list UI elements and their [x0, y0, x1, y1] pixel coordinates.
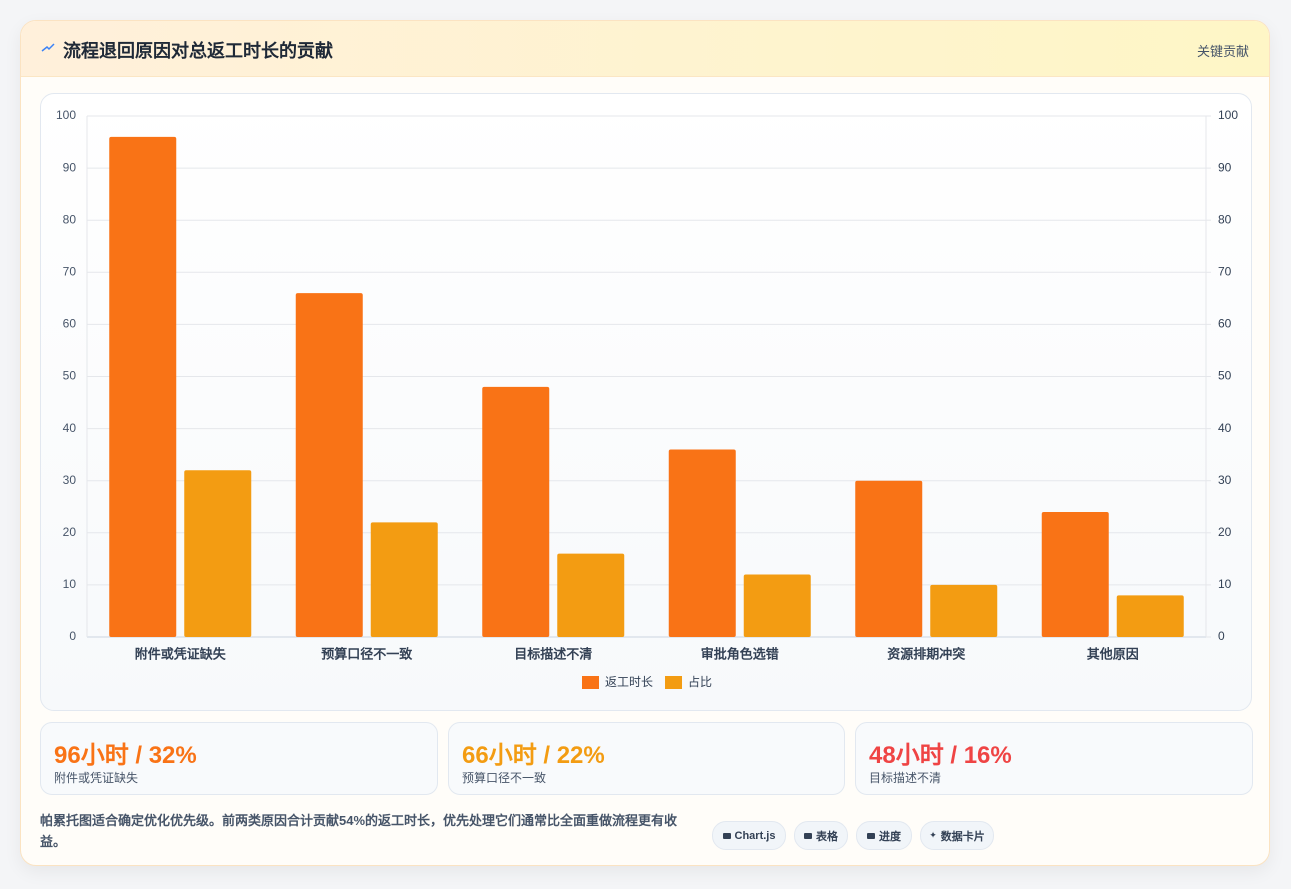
legend-swatch[interactable] [665, 676, 683, 689]
y-tick-label: 70 [63, 264, 77, 278]
kpi-card: 66小时 / 22% 预算口径不一致 [448, 722, 845, 795]
y-tick-label: 50 [63, 369, 77, 383]
legend-swatch[interactable] [582, 676, 599, 689]
y-tick-label: 80 [63, 212, 77, 226]
bar [930, 584, 998, 637]
x-tick-label: 审批角色选错 [701, 646, 779, 661]
bar [109, 136, 177, 637]
y2-tick-label: 50 [1218, 369, 1232, 383]
bar [557, 553, 625, 637]
y-tick-label: 60 [63, 317, 77, 331]
bar [1041, 511, 1109, 637]
y-tick-label: 10 [63, 577, 77, 591]
badge: 关键贡献 [1196, 44, 1249, 59]
kpi-value: 66小时 / 22% [462, 742, 605, 769]
kpi-card: 96小时 / 32% 附件或凭证缺失 [40, 722, 438, 795]
tag: 表格 [794, 821, 848, 850]
kpi-label: 预算口径不一致 [462, 771, 547, 785]
legend-label[interactable]: 占比 [688, 674, 712, 689]
chart-panel: 0 10 20 30 40 50 60 70 80 90 100 0 10 20 30 40 50 60 70 80 9… [40, 93, 1252, 711]
y-tick-label: 30 [63, 473, 77, 487]
y-tick-label: 40 [63, 421, 77, 435]
kpi-value: 48小时 / 16% [869, 742, 1012, 769]
y2-tick-label: 80 [1218, 212, 1232, 226]
y2-tick-label: 90 [1218, 160, 1232, 174]
card-header: 流程退回原因对总返工时长的贡献 关键贡献 [21, 21, 1269, 77]
tag: 进度 [856, 821, 912, 850]
bar [668, 449, 736, 637]
kpi-card: 48小时 / 16% 目标描述不清 [855, 722, 1253, 795]
x-tick-label: 目标描述不清 [514, 646, 592, 661]
x-tick-label: 预算口径不一致 [321, 646, 413, 661]
bar [1116, 595, 1184, 637]
y-tick-label: 0 [69, 629, 76, 643]
kpi-label: 目标描述不清 [869, 771, 942, 785]
bar [482, 386, 550, 637]
bar [743, 574, 811, 637]
card: 流程退回原因对总返工时长的贡献 关键贡献 0 10 20 30 40 50 60 70 80 90… [20, 20, 1270, 866]
y2-tick-label: 10 [1218, 577, 1232, 591]
y-tick-label: 20 [63, 525, 77, 539]
bar [370, 522, 438, 637]
bar [295, 293, 363, 637]
x-tick-label: 附件或凭证缺失 [135, 646, 227, 661]
y2-tick-label: 30 [1218, 473, 1232, 487]
tag-label: 数据卡片 [940, 830, 985, 843]
legend-label[interactable]: 返工时长 [605, 675, 653, 689]
y2-tick-label: 40 [1218, 421, 1232, 435]
x-tick-label: 其他原因 [1087, 646, 1139, 661]
tag-label: Chart.js [734, 829, 776, 842]
bar [855, 480, 923, 637]
tag: Chart.js [712, 821, 786, 850]
kpi-value: 96小时 / 32% [54, 742, 197, 769]
y2-tick-label: 20 [1218, 525, 1232, 539]
y2-tick-label: 60 [1218, 317, 1232, 331]
kpi-label: 附件或凭证缺失 [54, 771, 139, 785]
title: 流程退回原因对总返工时长的贡献 [63, 41, 333, 61]
x-tick-label: 资源排期冲突 [887, 646, 965, 661]
y-tick-label: 90 [63, 160, 77, 174]
y2-tick-label: 100 [1218, 108, 1238, 122]
chart: 0 10 20 30 40 50 60 70 80 90 100 0 10 20 30 40 50 60 70 80 9… [56, 108, 1238, 689]
y2-tick-label: 0 [1218, 629, 1225, 643]
bar [184, 470, 252, 637]
y2-tick-label: 70 [1218, 264, 1232, 278]
note: 帕累托图适合确定优化优先级。前两类原因合计贡献54%的返工时长，优先处理它们通常… [40, 813, 678, 849]
tag-label: 表格 [816, 830, 838, 843]
tag: ✦ 数据卡片 [920, 821, 994, 850]
tag-label: 进度 [879, 830, 901, 843]
y-tick-label: 100 [56, 108, 76, 122]
header-icon [41, 43, 55, 52]
